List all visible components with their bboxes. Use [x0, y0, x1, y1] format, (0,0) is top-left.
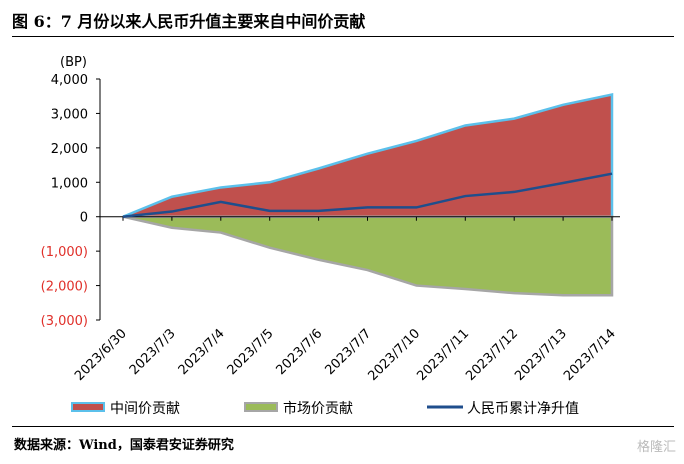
x-tick-label: 2023/7/11 [414, 326, 472, 384]
x-tick-label: 2023/7/3 [127, 326, 179, 378]
chart-title: 图 6：7 月份以来人民币升值主要来自中间价贡献 [12, 12, 366, 31]
y-tick-label: 1,000 [51, 176, 88, 191]
y-tick-label: 2,000 [51, 142, 88, 157]
x-tick-label: 2023/7/13 [512, 326, 570, 384]
legend-swatch [244, 402, 278, 412]
watermark: 格隆汇 [636, 440, 676, 455]
area-0 [122, 92, 614, 218]
x-tick-label: 2023/7/10 [365, 326, 423, 384]
x-tick-label: 2023/7/6 [274, 326, 326, 378]
y-axis-label: (BP) [60, 55, 87, 70]
y-tick-label: (2,000) [41, 280, 88, 295]
legend-label: 人民币累计净升值 [467, 401, 579, 417]
y-tick-label: (1,000) [41, 245, 88, 260]
legend-label: 中间价贡献 [110, 401, 180, 417]
source-note: 数据来源：Wind，国泰君安证券研究 [14, 438, 234, 453]
area-1 [122, 215, 614, 297]
x-tick-label: 2023/7/14 [561, 326, 619, 384]
x-tick-label: 2023/7/4 [176, 326, 228, 378]
x-tick-label: 2023/6/30 [72, 326, 130, 384]
x-tick-label: 2023/7/7 [322, 326, 374, 378]
y-tick-label: (3,000) [41, 314, 88, 329]
y-tick-label: 3,000 [51, 107, 88, 122]
legend-swatch [71, 402, 105, 412]
chart: (BP) 4,000 3,000 2,000 1,000 0 (1,000) (2,000) (… [41, 55, 620, 417]
legend-label: 市场价贡献 [283, 400, 353, 417]
bottom-divider [12, 426, 674, 427]
y-tick-label: 4,000 [51, 73, 88, 88]
x-tick-label: 2023/7/12 [463, 326, 521, 384]
y-tick-label: 0 [80, 211, 88, 226]
x-tick-label: 2023/7/5 [225, 326, 277, 378]
top-divider [12, 36, 674, 37]
line-2 [122, 172, 613, 218]
